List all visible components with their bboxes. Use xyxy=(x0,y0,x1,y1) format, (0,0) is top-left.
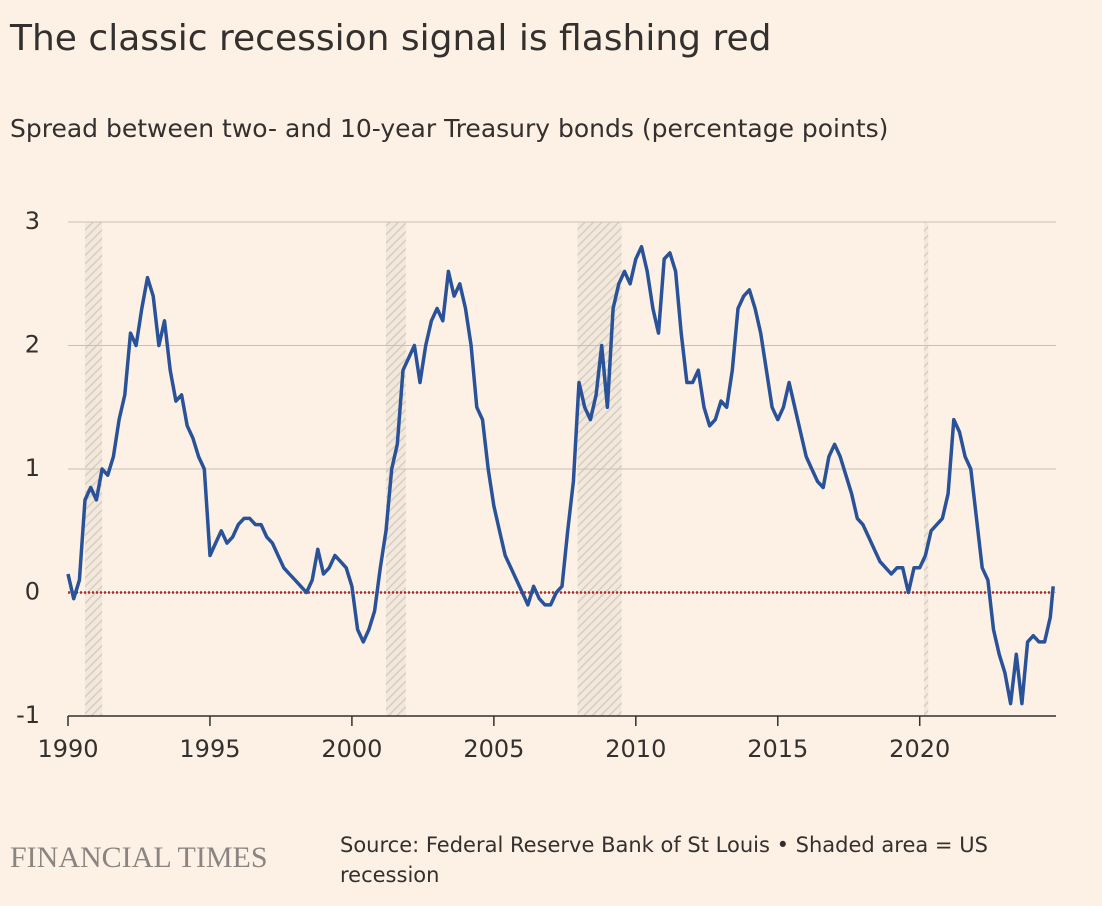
x-tick-label: 2000 xyxy=(321,735,382,763)
x-tick-label: 2015 xyxy=(747,735,808,763)
x-tick-label: 1990 xyxy=(37,735,98,763)
y-tick-label: 1 xyxy=(25,454,40,482)
y-tick-label: 0 xyxy=(25,578,40,606)
source-box: Source: Federal Reserve Bank of St Louis… xyxy=(340,833,988,887)
x-tick-label: 1995 xyxy=(179,735,240,763)
plot: -1 0 1 2 3 1990 1995 2000 2005 2010 2015 2020 xyxy=(16,207,1056,763)
chart-title: The classic recession signal is flashing… xyxy=(9,18,771,59)
data-line xyxy=(66,244,1055,706)
x-tick-label: 2010 xyxy=(605,735,666,763)
x-tick-label: 2005 xyxy=(463,735,524,763)
x-tick-label: 2020 xyxy=(889,735,950,763)
y-tick-label: 2 xyxy=(25,331,40,359)
source: Source: Federal Reserve Bank of St Louis… xyxy=(340,833,988,887)
y-tick-label: -1 xyxy=(16,701,40,729)
y-tick-label: 3 xyxy=(25,207,40,235)
chart-subtitle: Spread between two- and 10-year Treasury… xyxy=(10,114,888,143)
brand: FINANCIAL TIMES xyxy=(10,841,268,874)
